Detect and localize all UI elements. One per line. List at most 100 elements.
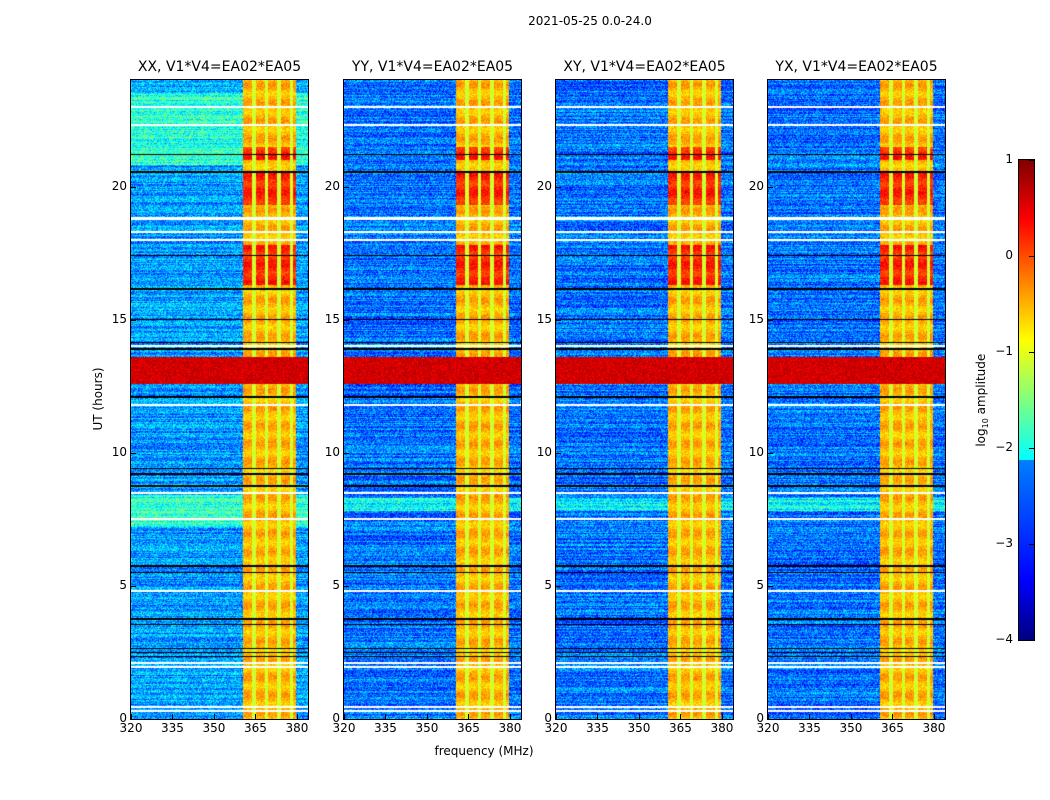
y-tick-label: 5 [756,577,764,592]
y-tick-label: 15 [111,311,127,326]
x-axis-label: frequency (MHz) [434,744,534,758]
x-tick-label: 380 [922,721,946,735]
y-tick-label: 20 [536,178,552,193]
x-tick-mark [721,714,723,719]
y-tick-mark [556,585,561,587]
colorbar [1018,159,1035,641]
y-tick-mark [131,186,136,188]
x-tick-label: 380 [285,721,309,735]
x-tick-label: 335 [798,721,821,735]
heatmap-canvas [768,80,945,719]
x-tick-label: 320 [544,721,568,735]
y-tick-mark [131,319,136,321]
x-tick-mark [768,714,769,719]
x-tick-mark [892,714,894,719]
colorbar-tick-label: −1 [995,344,1013,358]
x-tick-label: 365 [669,721,692,735]
y-tick-label: 15 [324,311,340,326]
heatmap-panel-1 [343,79,522,720]
y-tick-mark [768,186,773,188]
y-tick-label: 10 [111,444,127,459]
x-tick-label: 335 [586,721,609,735]
colorbar-tick-label: −4 [995,632,1013,646]
y-tick-label: 5 [332,577,340,592]
y-tick-mark [344,585,349,587]
y-tick-label: 20 [111,178,127,193]
x-tick-label: 320 [756,721,780,735]
y-tick-mark [768,585,773,587]
x-tick-label: 350 [839,721,863,735]
x-tick-mark [680,714,682,719]
colorbar-label-rest: amplitude [973,353,988,419]
x-tick-label: 365 [457,721,480,735]
colorbar-tick-mark [1029,256,1034,257]
y-tick-mark [556,186,561,188]
x-tick-mark [933,714,935,719]
x-tick-mark [426,714,428,719]
y-tick-mark [131,719,136,720]
y-tick-mark [768,719,773,720]
x-tick-label: 350 [202,721,226,735]
x-tick-label: 380 [498,721,522,735]
x-tick-label: 335 [161,721,184,735]
x-tick-mark [344,714,345,719]
x-tick-mark [296,714,298,719]
y-tick-label: 5 [544,577,552,592]
x-tick-label: 380 [710,721,734,735]
y-tick-label: 15 [536,311,552,326]
x-tick-mark [213,714,215,719]
y-tick-mark [344,186,349,188]
y-tick-mark [556,319,561,321]
y-tick-mark [344,452,349,454]
heatmap-canvas [131,80,308,719]
colorbar-tick-mark [1029,448,1034,449]
colorbar-tick-mark [1029,640,1034,641]
y-tick-mark [768,319,773,321]
x-tick-mark [468,714,470,719]
heatmap-canvas [344,80,521,719]
figure-title: 2021-05-25 0.0-24.0 [528,14,652,28]
panel-title: XX, V1*V4=EA02*EA05 [137,59,302,75]
y-tick-label: 5 [119,577,127,592]
colorbar-tick-label: −3 [995,536,1013,550]
panel-title: YX, V1*V4=EA02*EA05 [775,59,938,75]
x-tick-label: 335 [374,721,397,735]
x-tick-mark [509,714,511,719]
y-tick-label: 20 [324,178,340,193]
x-tick-mark [556,714,557,719]
y-tick-mark [344,319,349,321]
x-tick-mark [131,714,132,719]
y-tick-label: 0 [756,711,764,725]
y-tick-mark [131,452,136,454]
colorbar-tick-label: 0 [1005,248,1013,262]
panel-title: YY, V1*V4=EA02*EA05 [351,59,514,75]
x-tick-label: 320 [119,721,143,735]
x-tick-mark [809,714,811,719]
colorbar-label-sub: 10 [981,418,991,429]
x-tick-label: 350 [627,721,651,735]
heatmap-panel-3 [767,79,946,720]
y-tick-label: 0 [119,711,127,725]
x-tick-mark [638,714,640,719]
y-tick-label: 10 [748,444,764,459]
colorbar-tick-label: −2 [995,440,1013,454]
colorbar-tick-label: 1 [1005,152,1013,166]
y-tick-mark [556,452,561,454]
y-tick-label: 10 [324,444,340,459]
x-tick-label: 365 [881,721,904,735]
heatmap-panel-0 [130,79,309,720]
x-tick-mark [172,714,174,719]
y-tick-mark [556,719,561,720]
x-tick-mark [385,714,387,719]
x-tick-mark [597,714,599,719]
y-tick-label: 20 [748,178,764,193]
y-tick-mark [344,719,349,720]
y-tick-mark [768,452,773,454]
y-tick-label: 15 [748,311,764,326]
colorbar-tick-mark [1029,160,1034,161]
y-tick-label: 0 [544,711,552,725]
x-tick-mark [255,714,257,719]
y-tick-label: 0 [332,711,340,725]
y-tick-label: 10 [536,444,552,459]
panel-title: XY, V1*V4=EA02*EA05 [563,59,726,75]
